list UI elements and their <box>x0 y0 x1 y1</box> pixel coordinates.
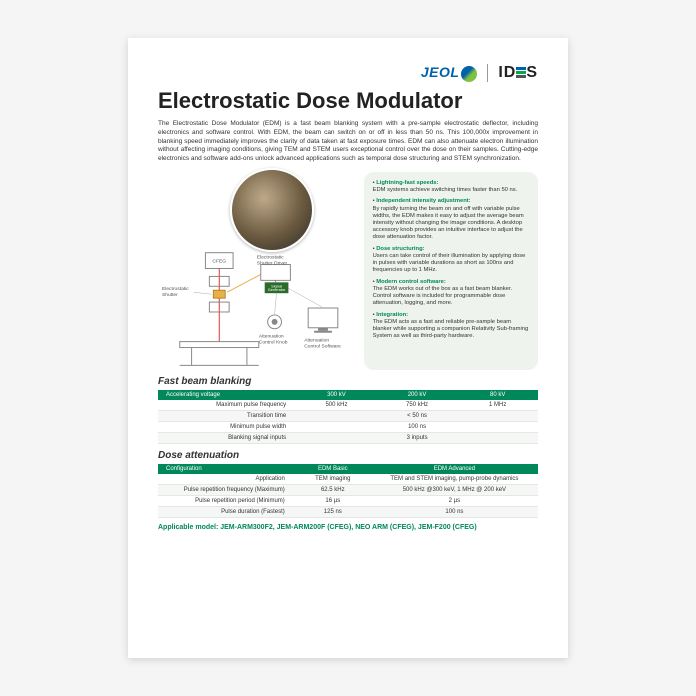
applicable-models: Applicable model: JEM-ARM300F2, JEM-ARM2… <box>158 524 538 531</box>
feature-item: • Lightning-fast speeds:EDM systems achi… <box>373 180 529 194</box>
diagram-column: CFEG ElectrostaticShutter <box>158 172 356 370</box>
t2-h2: EDM Advanced <box>371 464 538 474</box>
t1-h2: 200 kV <box>377 390 458 400</box>
table-row: Pulse duration (Fastest)125 ns100 ns <box>158 506 538 517</box>
datasheet-page: JEOL IDS Electrostatic Dose Modulator Th… <box>128 38 568 658</box>
section-dose-attenuation: Dose attenuation <box>158 450 538 461</box>
hardware-photo <box>230 168 314 252</box>
feature-item: • Modern control software:The EDM works … <box>373 279 529 308</box>
t1-h1: 300 kV <box>296 390 377 400</box>
t1-h3: 80 kV <box>457 390 538 400</box>
table-row: Blanking signal inputs3 inputs <box>158 432 538 443</box>
t2-h0: Configuration <box>158 464 295 474</box>
jeol-logo: JEOL <box>421 64 478 81</box>
feature-item: • Independent intensity adjustment:By ra… <box>373 198 529 241</box>
table-row: Pulse repetition frequency (Maximum)62.5… <box>158 484 538 495</box>
svg-text:ElectrostaticShutter Driver: ElectrostaticShutter Driver <box>257 254 288 266</box>
svg-text:CFEG: CFEG <box>212 258 226 264</box>
svg-text:ElectrostaticShutter: ElectrostaticShutter <box>162 286 189 298</box>
table-row: Maximum pulse frequency500 kHz750 kHz1 M… <box>158 400 538 411</box>
svg-text:AttenuationControl Software: AttenuationControl Software <box>304 337 341 349</box>
table-row: Transition time< 50 ns <box>158 410 538 421</box>
page-title: Electrostatic Dose Modulator <box>158 88 538 114</box>
table-row: ApplicationTEM imagingTEM and STEM imagi… <box>158 474 538 485</box>
table-row: Minimum pulse width100 ns <box>158 421 538 432</box>
logo-bar: JEOL IDS <box>158 64 538 82</box>
t1-h0: Accelerating voltage <box>158 390 296 400</box>
feature-item: • Integration:The EDM acts as a fast and… <box>373 312 529 341</box>
svg-text:AttenuationControl Knob: AttenuationControl Knob <box>259 333 288 345</box>
t2-h1: EDM Basic <box>295 464 371 474</box>
logo-divider <box>487 64 488 82</box>
intro-paragraph: The Electrostatic Dose Modulator (EDM) i… <box>158 120 538 164</box>
ides-logo: IDS <box>498 64 538 82</box>
features-panel: • Lightning-fast speeds:EDM systems achi… <box>364 172 538 370</box>
table-dose-attenuation: Configuration EDM Basic EDM Advanced App… <box>158 464 538 518</box>
table-row: Pulse repetition period (Minimum)16 µs2 … <box>158 495 538 506</box>
feature-item: • Dose structuring:Users can take contro… <box>373 246 529 275</box>
schematic-diagram: CFEG ElectrostaticShutter <box>158 250 356 370</box>
table-fast-blanking: Accelerating voltage 300 kV 200 kV 80 kV… <box>158 390 538 444</box>
section-fast-blanking: Fast beam blanking <box>158 376 538 387</box>
